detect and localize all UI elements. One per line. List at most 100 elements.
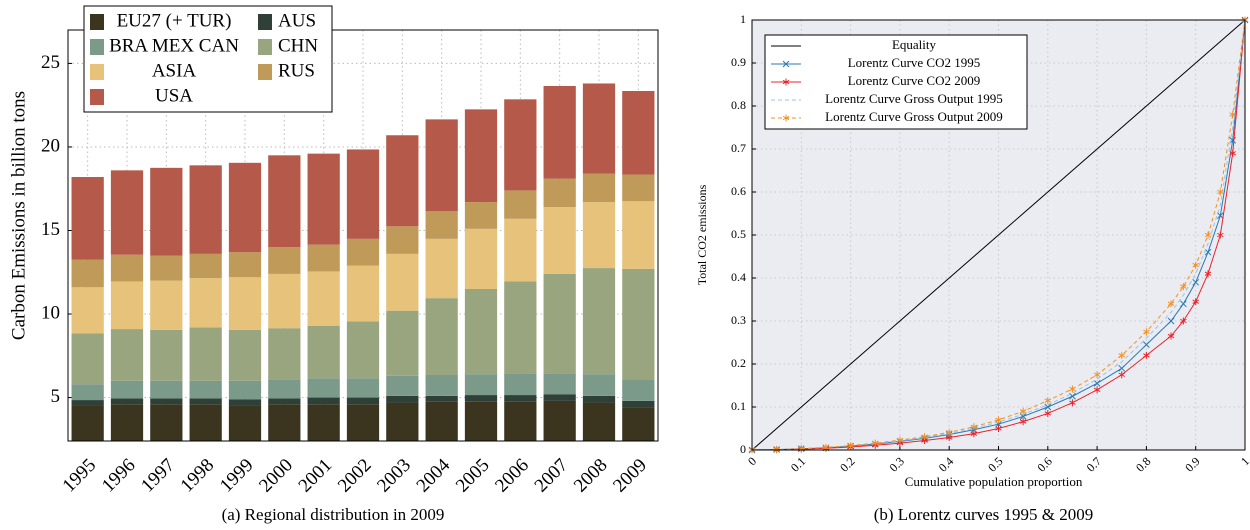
marker	[1044, 409, 1052, 417]
bar-segment	[622, 201, 655, 269]
bar-segment	[71, 177, 104, 260]
legend-swatch	[90, 14, 104, 30]
y-tick-label: 10	[41, 302, 60, 323]
marker	[782, 78, 790, 86]
bar-segment	[110, 398, 144, 405]
bar-segment	[189, 404, 222, 441]
bar-segment	[582, 395, 616, 403]
bar-segment	[582, 374, 616, 396]
bar-segment	[150, 280, 183, 330]
bar-segment	[189, 327, 222, 381]
y-tick-label: 0.1	[731, 399, 746, 413]
legend-swatch	[258, 64, 272, 80]
bar-segment	[307, 244, 340, 272]
y-tick-label: 0.2	[731, 356, 746, 370]
bar-segment	[268, 404, 301, 441]
bar-segment	[425, 401, 458, 441]
x-tick-label: 0.6	[1034, 454, 1055, 475]
bar-stack	[307, 153, 340, 441]
marker	[896, 436, 904, 444]
y-axis-label: Total CO2 emissions	[695, 184, 709, 285]
bar-segment	[71, 400, 104, 406]
bar-segment	[150, 329, 183, 381]
marker	[1069, 399, 1076, 407]
x-tick-label: 0.2	[837, 454, 858, 475]
x-tick-label: 2006	[491, 455, 533, 497]
bar-stack	[346, 149, 380, 441]
bar-segment	[346, 238, 380, 266]
x-tick-label: 2002	[334, 455, 376, 497]
legend-label: ASIA	[152, 60, 197, 81]
marker	[1069, 385, 1076, 393]
x-tick-label: 2009	[609, 455, 651, 497]
marker	[921, 433, 928, 441]
bar-segment	[150, 380, 183, 399]
bar-segment	[228, 277, 262, 330]
bar-segment	[464, 395, 498, 402]
bar-stack	[189, 165, 222, 441]
bar-segment	[346, 321, 380, 379]
bar-segment	[622, 268, 655, 381]
legend-label: RUS	[278, 60, 315, 81]
marker	[782, 114, 790, 122]
bar-segment	[464, 288, 498, 375]
bar-segment	[268, 398, 301, 405]
marker	[1143, 341, 1150, 349]
bar-segment	[425, 375, 458, 396]
bar-segment	[150, 398, 183, 405]
marker	[871, 439, 879, 447]
legend-label: Lorentz Curve Gross Output 2009	[825, 109, 1003, 124]
bar-segment	[268, 273, 301, 329]
marker	[1180, 317, 1187, 325]
x-tick-label: 2003	[373, 455, 415, 497]
marker	[1204, 248, 1212, 256]
x-tick-label: 0.7	[1084, 454, 1105, 475]
x-tick-label: 0.1	[788, 454, 809, 475]
y-tick-label: 0	[740, 442, 746, 456]
marker	[1143, 328, 1150, 336]
bar-segment	[307, 325, 340, 379]
marker	[1180, 283, 1187, 291]
legend-swatch	[258, 14, 272, 30]
marker	[1019, 418, 1027, 426]
bar-segment	[268, 379, 301, 399]
bar-segment	[228, 329, 262, 381]
bar-segment	[71, 384, 104, 401]
legend-swatch	[90, 64, 104, 80]
bar-segment	[582, 173, 616, 203]
bar-segment	[386, 402, 419, 441]
x-tick-label: 2001	[295, 455, 337, 497]
bar-stack	[504, 99, 537, 441]
legend-label: Lorentz Curve CO2 1995	[848, 55, 981, 70]
y-tick-label: 0.6	[731, 184, 746, 198]
marker	[1204, 231, 1212, 239]
caption: (b) Lorentz curves 1995 & 2009	[874, 505, 1094, 524]
bar-segment	[386, 395, 419, 403]
bar-segment	[543, 207, 576, 274]
bar-stack	[464, 109, 498, 441]
bar-segment	[71, 333, 104, 385]
marker	[1044, 403, 1052, 411]
bar-segment	[386, 135, 419, 227]
marker	[1167, 317, 1175, 325]
bar-segment	[346, 397, 380, 405]
bar-segment	[150, 255, 183, 281]
marker	[970, 430, 978, 438]
bar-stack	[268, 155, 301, 441]
marker	[1019, 413, 1027, 420]
bar-segment	[582, 402, 616, 441]
bar-segment	[622, 174, 655, 202]
marker	[1118, 364, 1126, 372]
legend-label: Equality	[892, 37, 937, 52]
marker	[1118, 371, 1126, 379]
bar-segment	[464, 401, 498, 441]
bar-segment	[582, 83, 616, 174]
bar-segment	[189, 398, 222, 405]
marker	[1167, 300, 1175, 308]
bar-segment	[504, 373, 537, 396]
bar-segment	[386, 310, 419, 376]
x-tick-label: 0	[745, 454, 759, 468]
bar-stack	[228, 162, 262, 441]
bar-segment	[464, 374, 498, 396]
bar-segment	[543, 85, 576, 179]
